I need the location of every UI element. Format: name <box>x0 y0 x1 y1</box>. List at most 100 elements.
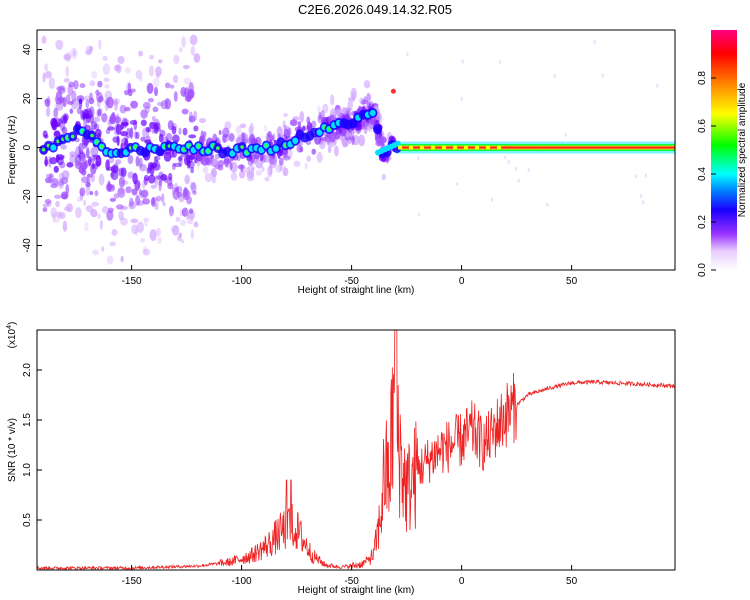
spectrogram-blob <box>229 161 233 171</box>
spectrogram-blob <box>385 157 389 164</box>
spectrogram-blob <box>142 217 150 222</box>
carrier-dot <box>419 145 425 150</box>
ridge-peak <box>206 149 210 153</box>
spectrogram-blob <box>120 121 124 130</box>
carrier-dot <box>430 145 436 150</box>
ridge-peak <box>80 129 85 134</box>
spectrogram-blob <box>283 167 289 177</box>
spectrogram-blob <box>188 82 194 94</box>
spectrogram-blob <box>53 107 59 119</box>
spectrogram-blob <box>417 156 420 161</box>
spectrogram-blob <box>126 127 131 139</box>
spectrogram-blob <box>119 104 127 114</box>
carrier-dot <box>452 145 458 150</box>
ridge-core <box>394 140 401 147</box>
spectrogram-blob <box>140 119 147 127</box>
colorbar-gradient <box>711 30 737 270</box>
spectrogram-blob <box>503 155 507 160</box>
spectrogram-blob <box>89 114 94 124</box>
spectrogram-blob <box>152 106 159 113</box>
snr-y-tick-label: 1.0 <box>22 463 33 477</box>
spectrogram-blob <box>56 211 63 219</box>
spectrogram-blob <box>247 159 254 166</box>
spectrogram-blob <box>517 178 520 183</box>
spectrogram-blob <box>641 200 645 205</box>
spectrogram-blob <box>53 130 61 137</box>
spectrogram-blob <box>181 108 189 115</box>
spectrogram-blob <box>316 105 321 113</box>
spectrogram-blob <box>42 203 50 208</box>
spectrogram-blob <box>149 229 157 242</box>
spectrogram-blob <box>188 115 196 123</box>
spectrogram-blob <box>656 83 659 88</box>
spectrogram-blob <box>124 106 131 112</box>
spectrogram-blob <box>188 154 196 160</box>
spectrogram-blob <box>83 116 88 129</box>
spectrogram-blob <box>85 205 94 213</box>
spectrogram-blob <box>161 193 165 203</box>
ridge-core <box>272 145 279 152</box>
spectrogram-blob <box>62 113 69 122</box>
spectrogram-blob <box>108 115 114 125</box>
spectrogram-blob <box>330 94 335 106</box>
spectrogram-blob <box>88 97 95 105</box>
spectrogram-blob <box>51 118 58 131</box>
spectrogram-blob <box>639 194 643 199</box>
spectrogram-blob <box>68 81 75 88</box>
snr-x-tick-label: 0 <box>459 576 465 587</box>
spectrogram-blob <box>55 100 64 111</box>
spectrogram-blob <box>87 173 94 178</box>
spectrogram-blob <box>320 110 325 121</box>
spectrogram-blob <box>111 164 119 174</box>
spectrogram-blob <box>183 186 188 198</box>
spectrogram-blob <box>50 183 59 189</box>
spectrogram-blob <box>189 181 196 190</box>
spectrogram-blob <box>52 213 56 224</box>
spectrogram-blob <box>165 132 173 143</box>
spectrogram-blob <box>54 117 61 127</box>
spectrogram-blob <box>66 161 74 168</box>
spectrogram-blob <box>276 126 283 138</box>
spectrogram-blob <box>120 131 129 137</box>
spectrogram-blob <box>190 45 196 56</box>
spectrogram-blob <box>105 96 114 109</box>
spectrogram-blob <box>63 53 71 61</box>
spectrogram-blob <box>73 80 79 90</box>
spectrogram-blob <box>158 133 164 143</box>
spectrogram-blob <box>282 155 291 161</box>
spectrogram-blob <box>150 184 157 189</box>
spectrogram-blob <box>135 131 140 140</box>
spectrogram-blob <box>65 183 70 195</box>
spectrogram-blob <box>145 126 150 133</box>
snr-y-ticks: 0.5 1.0 1.5 2.0 <box>22 363 42 527</box>
spectrogram-blob <box>96 91 103 103</box>
spectrogram-blob <box>142 248 151 256</box>
spectrogram-blob <box>54 96 59 102</box>
spectrogram-blob <box>155 66 162 77</box>
spectrogram-blob <box>82 159 88 166</box>
colorbar-label: Normalized spectral amplitude <box>737 82 748 217</box>
spectrogram-blob <box>190 182 197 194</box>
spectrogram-blob <box>116 204 124 210</box>
carrier-band-core <box>395 146 675 149</box>
spectrogram-blob <box>112 98 120 105</box>
spectrogram-blob <box>174 187 180 192</box>
spectrogram-blob <box>171 162 176 171</box>
spectrogram-blob <box>104 98 110 106</box>
spectrogram-blob <box>58 161 66 169</box>
spectrogram-blob <box>65 65 69 78</box>
spectrogram-blob <box>102 55 108 62</box>
spectrogram-blob <box>359 97 364 105</box>
spectrogram-blob <box>150 197 156 207</box>
spectrogram-blob <box>130 100 139 109</box>
spectrogram-blob <box>88 156 92 167</box>
spectrogram-blob <box>108 156 115 164</box>
colorbar-tick-label: 0.8 <box>697 71 708 85</box>
spectrogram-blob <box>84 221 89 232</box>
spectrogram-blob <box>205 158 212 166</box>
spectrogram-blob <box>169 84 175 89</box>
spectrogram-blob <box>129 127 134 139</box>
spectrogram-blob <box>90 158 95 163</box>
spectrogram-artifact <box>390 88 396 94</box>
